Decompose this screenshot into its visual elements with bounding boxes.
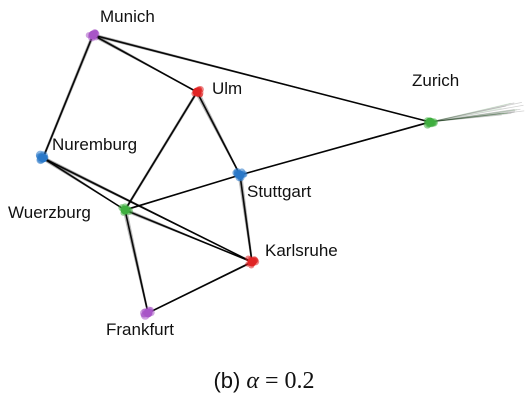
edge-munich-ulm xyxy=(91,34,198,92)
node-label-munich: Munich xyxy=(100,7,155,26)
node-frankfurt xyxy=(140,307,155,320)
caption-prefix: (b) xyxy=(213,368,240,393)
edge-wuerzburg-frankfurt xyxy=(123,209,149,313)
edge-wuerzburg-karlsruhe xyxy=(123,209,253,262)
caption-symbol: α xyxy=(246,368,259,394)
node-karlsruhe xyxy=(245,255,259,268)
node-label-stuttgart: Stuttgart xyxy=(247,182,312,201)
edge-stuttgart-zurich xyxy=(238,121,431,175)
caption-value: 0.2 xyxy=(285,368,315,394)
caption-equals: = xyxy=(265,368,279,394)
edge-frankfurt-karlsruhe xyxy=(146,261,253,313)
node-label-karlsruhe: Karlsruhe xyxy=(265,241,338,260)
node-munich xyxy=(86,29,100,41)
zurich-spread xyxy=(430,102,524,122)
node-ulm xyxy=(191,86,204,97)
edge-munich-zurich xyxy=(91,34,431,122)
node-stuttgart xyxy=(232,168,247,181)
node-label-frankfurt: Frankfurt xyxy=(106,320,174,339)
edge-stuttgart-wuerzburg xyxy=(124,174,242,210)
node-label-nuremburg: Nuremburg xyxy=(52,135,137,154)
edge-ulm-stuttgart xyxy=(195,91,241,175)
node-label-wuerzburg: Wuerzburg xyxy=(8,203,91,222)
figure-caption: (b) α = 0.2 xyxy=(0,368,528,395)
node-label-zurich: Zurich xyxy=(412,71,459,90)
node-label-ulm: Ulm xyxy=(212,79,242,98)
node-zurich xyxy=(424,117,438,128)
node-wuerzburg xyxy=(118,203,133,216)
